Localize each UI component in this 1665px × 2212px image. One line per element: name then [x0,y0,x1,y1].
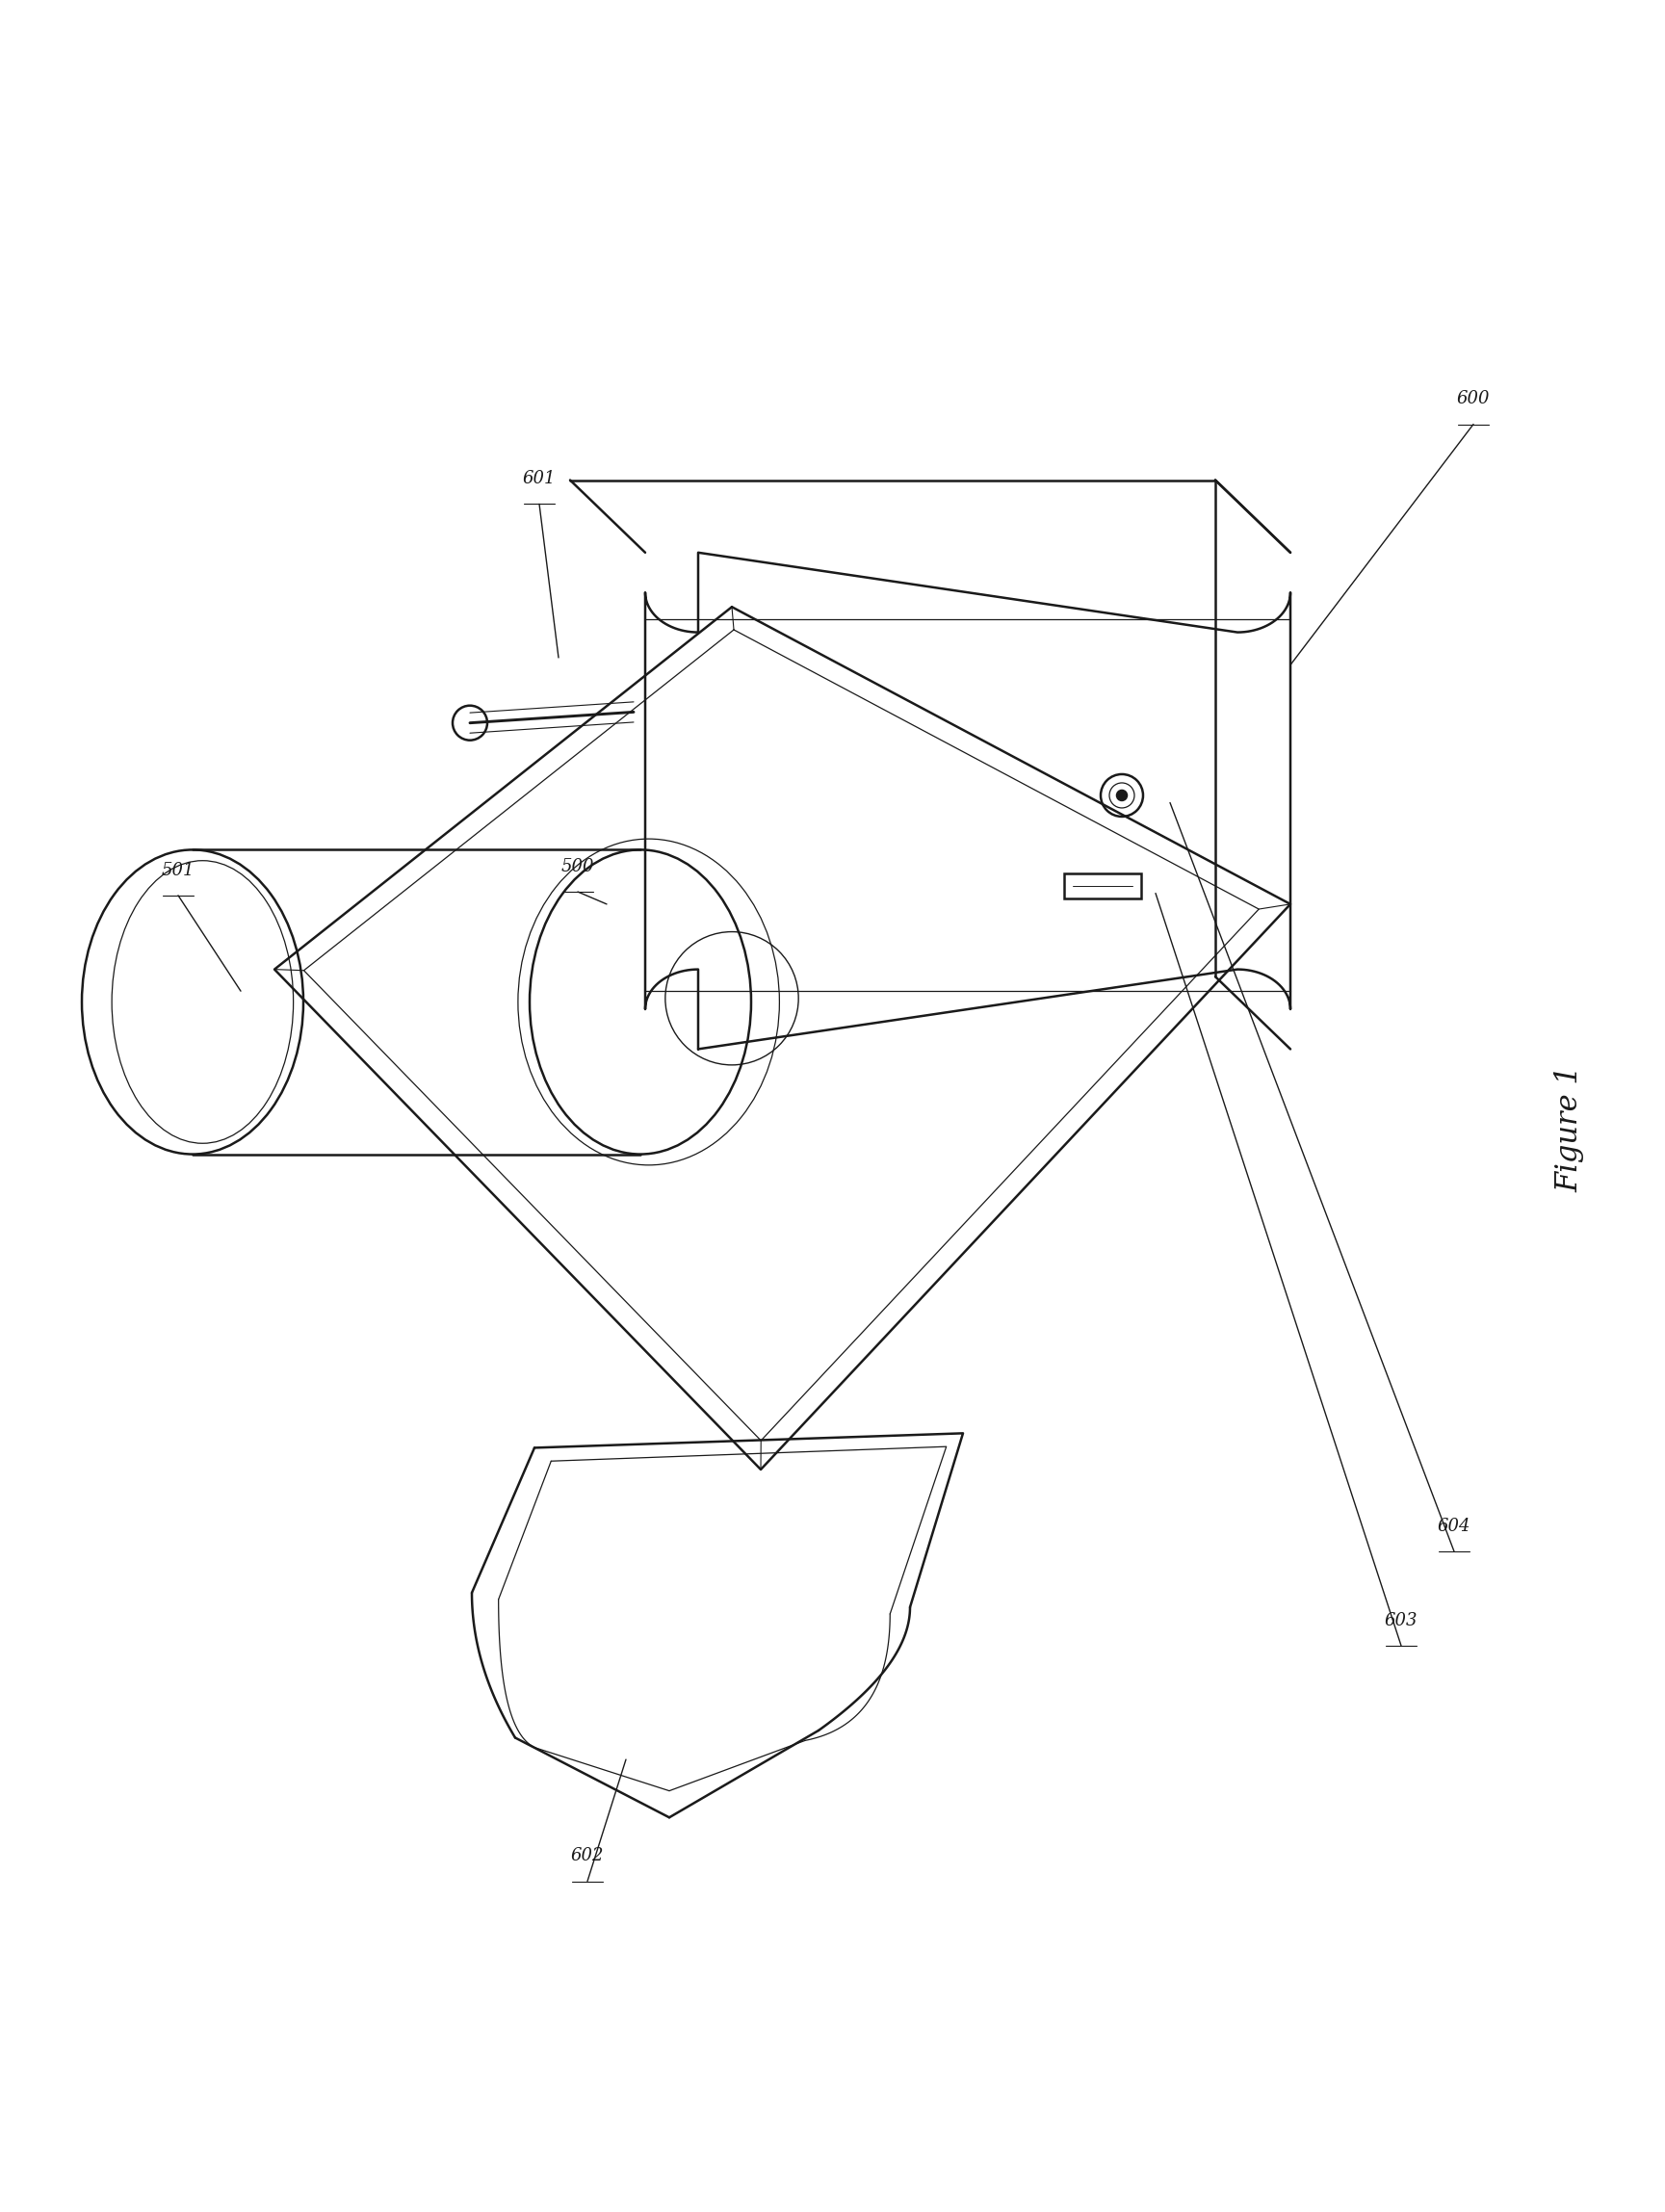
Text: 604: 604 [1437,1517,1470,1535]
Text: 501: 501 [162,860,195,878]
Circle shape [453,706,488,741]
Text: Figure 1: Figure 1 [1555,1066,1585,1192]
Text: 500: 500 [561,858,594,876]
Text: 603: 603 [1385,1613,1419,1628]
Text: 601: 601 [523,469,556,487]
Circle shape [1117,790,1127,801]
Text: 602: 602 [571,1847,604,1865]
Bar [1064,874,1141,898]
Text: 600: 600 [1457,389,1490,407]
